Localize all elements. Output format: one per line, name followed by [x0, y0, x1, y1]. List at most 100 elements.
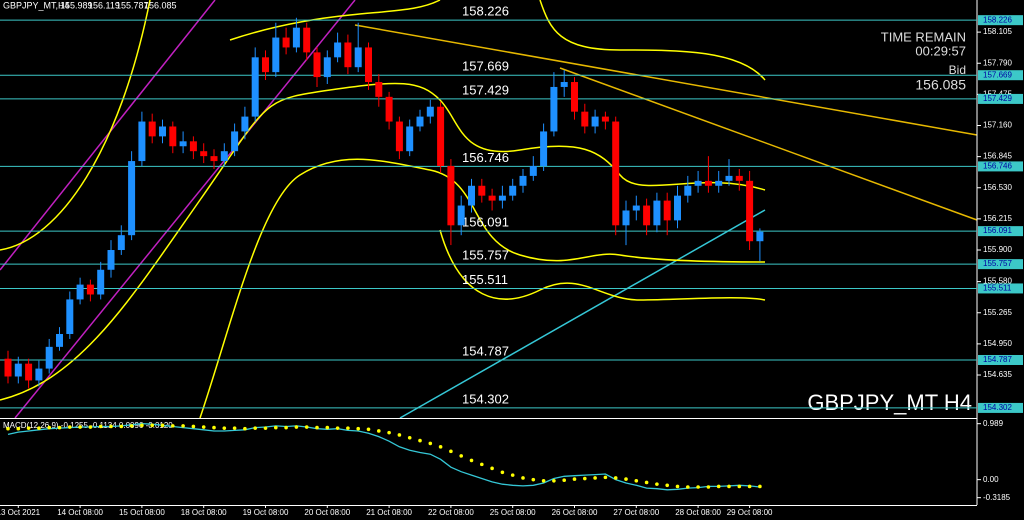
candle-body: [395, 121, 403, 152]
candle-body: [189, 141, 197, 152]
header-open: 155.989: [60, 0, 93, 10]
signal-dot: [716, 484, 721, 489]
candle-body: [4, 358, 12, 377]
candle-body: [591, 116, 599, 127]
candle-body: [715, 180, 723, 186]
signal-dot: [665, 483, 669, 488]
level-tag-label: 157.429: [983, 94, 1012, 103]
signal-dot: [119, 424, 124, 429]
signal-dot: [593, 476, 597, 480]
candle-body: [632, 205, 640, 211]
channel-line: [14, 0, 356, 419]
trend-line: [354, 24, 978, 136]
signal-dot: [459, 454, 464, 458]
bid-label: Bid: [949, 63, 966, 77]
signal-dot: [449, 449, 453, 454]
signal-dot: [294, 425, 299, 429]
time-remain-label: TIME REMAIN: [881, 29, 966, 44]
level-tag-label: 156.091: [983, 226, 1012, 235]
candle-body: [231, 131, 239, 152]
level-label: 158.226: [462, 4, 509, 19]
signal-dot: [675, 484, 680, 489]
x-tick-label: 25 Oct 08:00: [490, 508, 536, 517]
signal-dot: [356, 426, 361, 431]
candle-body: [437, 106, 445, 167]
signal-dot: [428, 441, 433, 446]
trend-line: [559, 67, 978, 221]
y-tick-label: 156.215: [983, 214, 1012, 223]
bid-value: 156.085: [915, 77, 966, 93]
candle-body: [97, 269, 105, 295]
y-tick-label: 154.635: [983, 370, 1012, 379]
level-label: 156.746: [462, 150, 509, 165]
signal-dot: [686, 485, 690, 489]
candle-body: [406, 126, 414, 152]
candle-body: [540, 131, 548, 167]
candle-body: [159, 126, 166, 137]
signal-dot: [201, 425, 206, 429]
candle-body: [66, 299, 74, 335]
signal-dot: [696, 485, 700, 489]
signal-dot: [737, 484, 742, 489]
candle-body: [488, 195, 496, 201]
header-close: 156.085: [144, 0, 177, 10]
signal-dot: [171, 424, 175, 428]
y-tick-label: 156.530: [983, 183, 1012, 192]
y-tick-label: 0.00: [983, 475, 999, 484]
y-tick-label: 157.160: [983, 121, 1012, 130]
candle-body: [241, 116, 249, 132]
header-low: 155.787: [116, 0, 149, 10]
signal-dot: [655, 482, 659, 486]
level-tag-label: 154.787: [983, 355, 1012, 364]
level-tag-label: 158.226: [983, 15, 1012, 24]
band-line: [0, 82, 766, 401]
signal-dot: [160, 423, 165, 428]
candle-body: [735, 175, 743, 181]
signal-dot: [78, 425, 82, 429]
candle-body: [200, 151, 208, 157]
level-label: 157.429: [462, 82, 509, 97]
signal-dot: [366, 427, 371, 432]
time-remain: 00:29:57: [915, 43, 966, 58]
candle-body: [169, 126, 177, 147]
x-tick-label: 28 Oct 08:00: [675, 508, 721, 517]
signal-dot: [232, 426, 237, 430]
candle-body: [117, 235, 125, 251]
y-tick-label: 156.845: [983, 152, 1012, 161]
level-tag-label: 155.511: [983, 284, 1012, 293]
level-tag: [978, 161, 1023, 172]
signal-dot: [562, 478, 566, 483]
candle-body: [323, 57, 331, 78]
signal-dot: [377, 429, 381, 433]
x-tick-label: 21 Oct 08:00: [366, 508, 412, 517]
candle-body: [35, 368, 43, 381]
signal-dot: [500, 470, 505, 475]
candle-body: [601, 116, 609, 122]
candle-body: [746, 180, 754, 242]
signal-dot: [212, 425, 216, 430]
level-tag: [978, 259, 1023, 270]
signal-dot: [335, 426, 340, 430]
candle-body: [262, 57, 269, 73]
level-tag: [978, 283, 1023, 294]
signal-dot: [418, 438, 422, 443]
band-line: [0, 0, 151, 251]
candle-body: [292, 27, 300, 48]
candle-body: [334, 42, 342, 58]
candle-body: [272, 37, 280, 73]
x-tick-label: 20 Oct 08:00: [304, 508, 350, 517]
signal-dot: [284, 425, 288, 430]
signal-dot: [346, 426, 350, 430]
candle-body: [426, 106, 434, 117]
level-tag: [978, 402, 1023, 413]
header-high: 156.119: [88, 0, 120, 10]
candle-body: [684, 185, 692, 196]
candle-body: [663, 200, 671, 221]
signal-dot: [758, 484, 762, 489]
candle-body: [498, 195, 506, 201]
y-tick-label: 154.950: [983, 339, 1012, 348]
signal-dot: [706, 485, 711, 489]
candle-body: [581, 111, 589, 127]
signal-dot: [644, 480, 649, 485]
signal-dot: [552, 478, 556, 483]
